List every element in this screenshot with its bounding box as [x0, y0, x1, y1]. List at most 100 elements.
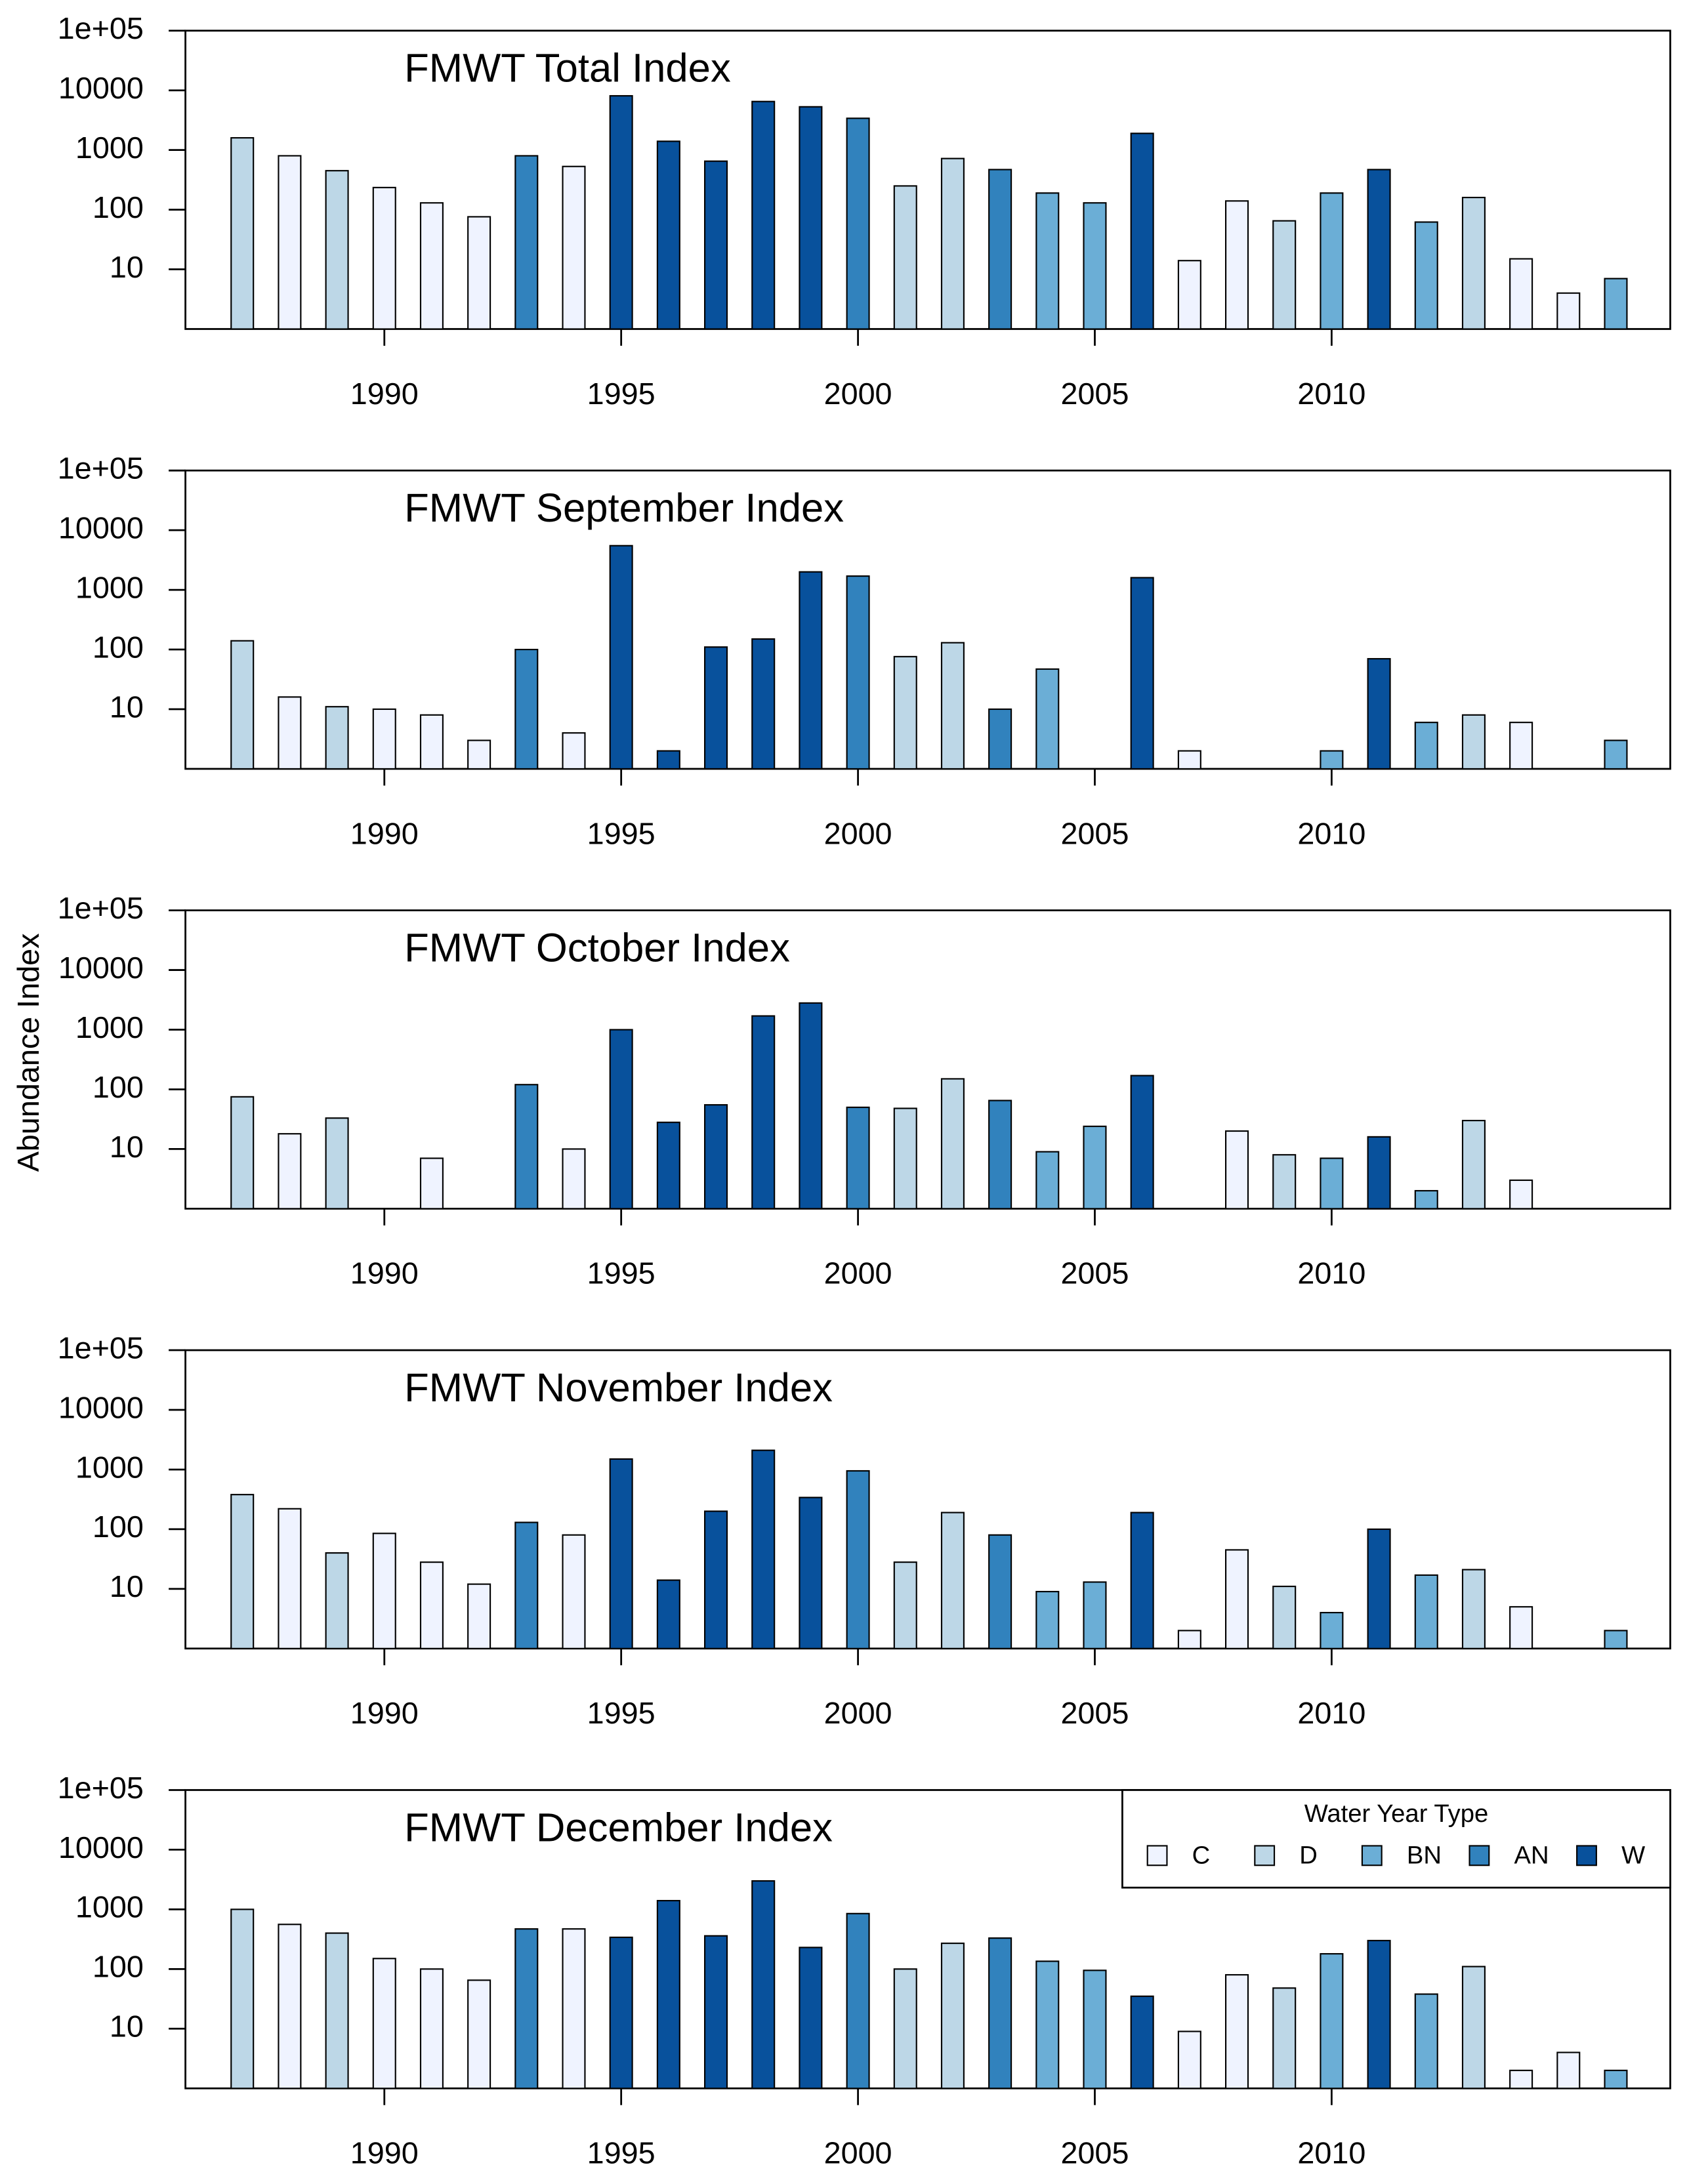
bar — [1414, 1993, 1438, 2090]
bar — [799, 106, 823, 330]
bar — [1556, 2051, 1581, 2090]
bar — [1320, 1157, 1344, 1210]
bar — [562, 1928, 586, 2090]
legend-label: BN — [1407, 1842, 1442, 1870]
y-tick-label: 10000 — [58, 510, 144, 545]
x-tick-label: 2010 — [1297, 2136, 1365, 2170]
bar — [1225, 1130, 1249, 1210]
bar — [1177, 750, 1201, 770]
bar — [1604, 278, 1628, 330]
bar — [656, 1579, 680, 1649]
y-tick-label: 1000 — [75, 131, 144, 165]
bar — [1604, 2069, 1628, 2090]
bar — [1083, 1125, 1107, 1210]
bar — [940, 1512, 965, 1649]
bar — [799, 1002, 823, 1210]
bar — [325, 706, 349, 770]
bar — [1461, 196, 1486, 330]
bar — [1083, 202, 1107, 330]
bar — [419, 1157, 444, 1210]
bar — [988, 169, 1012, 330]
bar — [988, 708, 1012, 770]
bar — [562, 1534, 586, 1649]
y-tick-label: 10 — [110, 1130, 144, 1164]
bar — [419, 202, 444, 330]
bar — [893, 1107, 917, 1210]
x-tick-label: 1990 — [350, 816, 419, 850]
bar — [1035, 668, 1060, 770]
bar — [751, 1449, 776, 1649]
bar — [372, 1958, 396, 2090]
bar — [562, 165, 586, 330]
bar — [1461, 1966, 1486, 2090]
x-tick-label: 2000 — [824, 1696, 892, 1730]
plot-frame — [184, 1349, 1671, 1650]
bar — [1177, 1630, 1201, 1649]
bar — [514, 155, 539, 330]
y-tick-label: 100 — [93, 1950, 144, 1984]
plot-frame — [184, 469, 1671, 770]
bar — [1225, 1549, 1249, 1649]
bar — [751, 100, 776, 330]
y-axis-label: Abundance Index — [11, 933, 45, 1172]
bar — [278, 155, 302, 330]
legend-title: Water Year Type — [1304, 1800, 1489, 1828]
bar — [467, 739, 491, 770]
bar — [1320, 1611, 1344, 1649]
legend-box — [1121, 1789, 1671, 1889]
legend-swatch — [1254, 1845, 1276, 1866]
bar — [1320, 1953, 1344, 2090]
bar — [609, 94, 633, 330]
x-tick-label: 2010 — [1297, 816, 1365, 850]
plot-frame — [184, 30, 1671, 330]
bar — [656, 750, 680, 770]
bar — [704, 1104, 728, 1210]
bar — [1225, 200, 1249, 330]
bar — [846, 1470, 870, 1649]
bar — [278, 1133, 302, 1210]
bar — [1461, 1569, 1486, 1649]
bar — [1509, 1179, 1533, 1210]
bar — [325, 1117, 349, 1210]
chart-title: FMWT December Index — [404, 1805, 833, 1850]
bar — [609, 1029, 633, 1210]
y-tick-label: 100 — [93, 190, 144, 224]
bar — [609, 545, 633, 770]
bar — [230, 137, 255, 330]
bar — [1272, 1154, 1297, 1210]
bar — [467, 1583, 491, 1649]
x-tick-label: 2000 — [824, 377, 892, 411]
bar — [940, 1078, 965, 1210]
x-tick-label: 2000 — [824, 1256, 892, 1290]
y-tick-label: 10000 — [58, 951, 144, 985]
bar — [656, 1121, 680, 1210]
x-tick-label: 2005 — [1061, 1256, 1129, 1290]
bar — [1414, 221, 1438, 330]
bar — [419, 714, 444, 770]
bar — [1414, 722, 1438, 770]
bar — [1272, 1586, 1297, 1649]
bar — [514, 1928, 539, 2090]
bar — [1367, 1939, 1391, 2090]
bar — [893, 655, 917, 770]
bar — [1556, 292, 1581, 330]
bar — [372, 186, 396, 330]
bar — [1367, 1136, 1391, 1210]
bar — [1414, 1574, 1438, 1649]
bar — [893, 1968, 917, 2090]
legend-label: D — [1299, 1842, 1318, 1870]
y-tick-label: 1e+05 — [58, 1771, 144, 1805]
bar — [846, 575, 870, 770]
bar — [419, 1561, 444, 1649]
legend-label: C — [1192, 1842, 1211, 1870]
bar — [799, 1496, 823, 1649]
x-tick-label: 2000 — [824, 816, 892, 850]
bar — [656, 140, 680, 330]
y-tick-label: 1e+05 — [58, 451, 144, 485]
bar — [1130, 1512, 1154, 1649]
bar — [230, 1908, 255, 2090]
bar — [230, 1096, 255, 1210]
bar — [1035, 1590, 1060, 1649]
bar — [704, 646, 728, 770]
